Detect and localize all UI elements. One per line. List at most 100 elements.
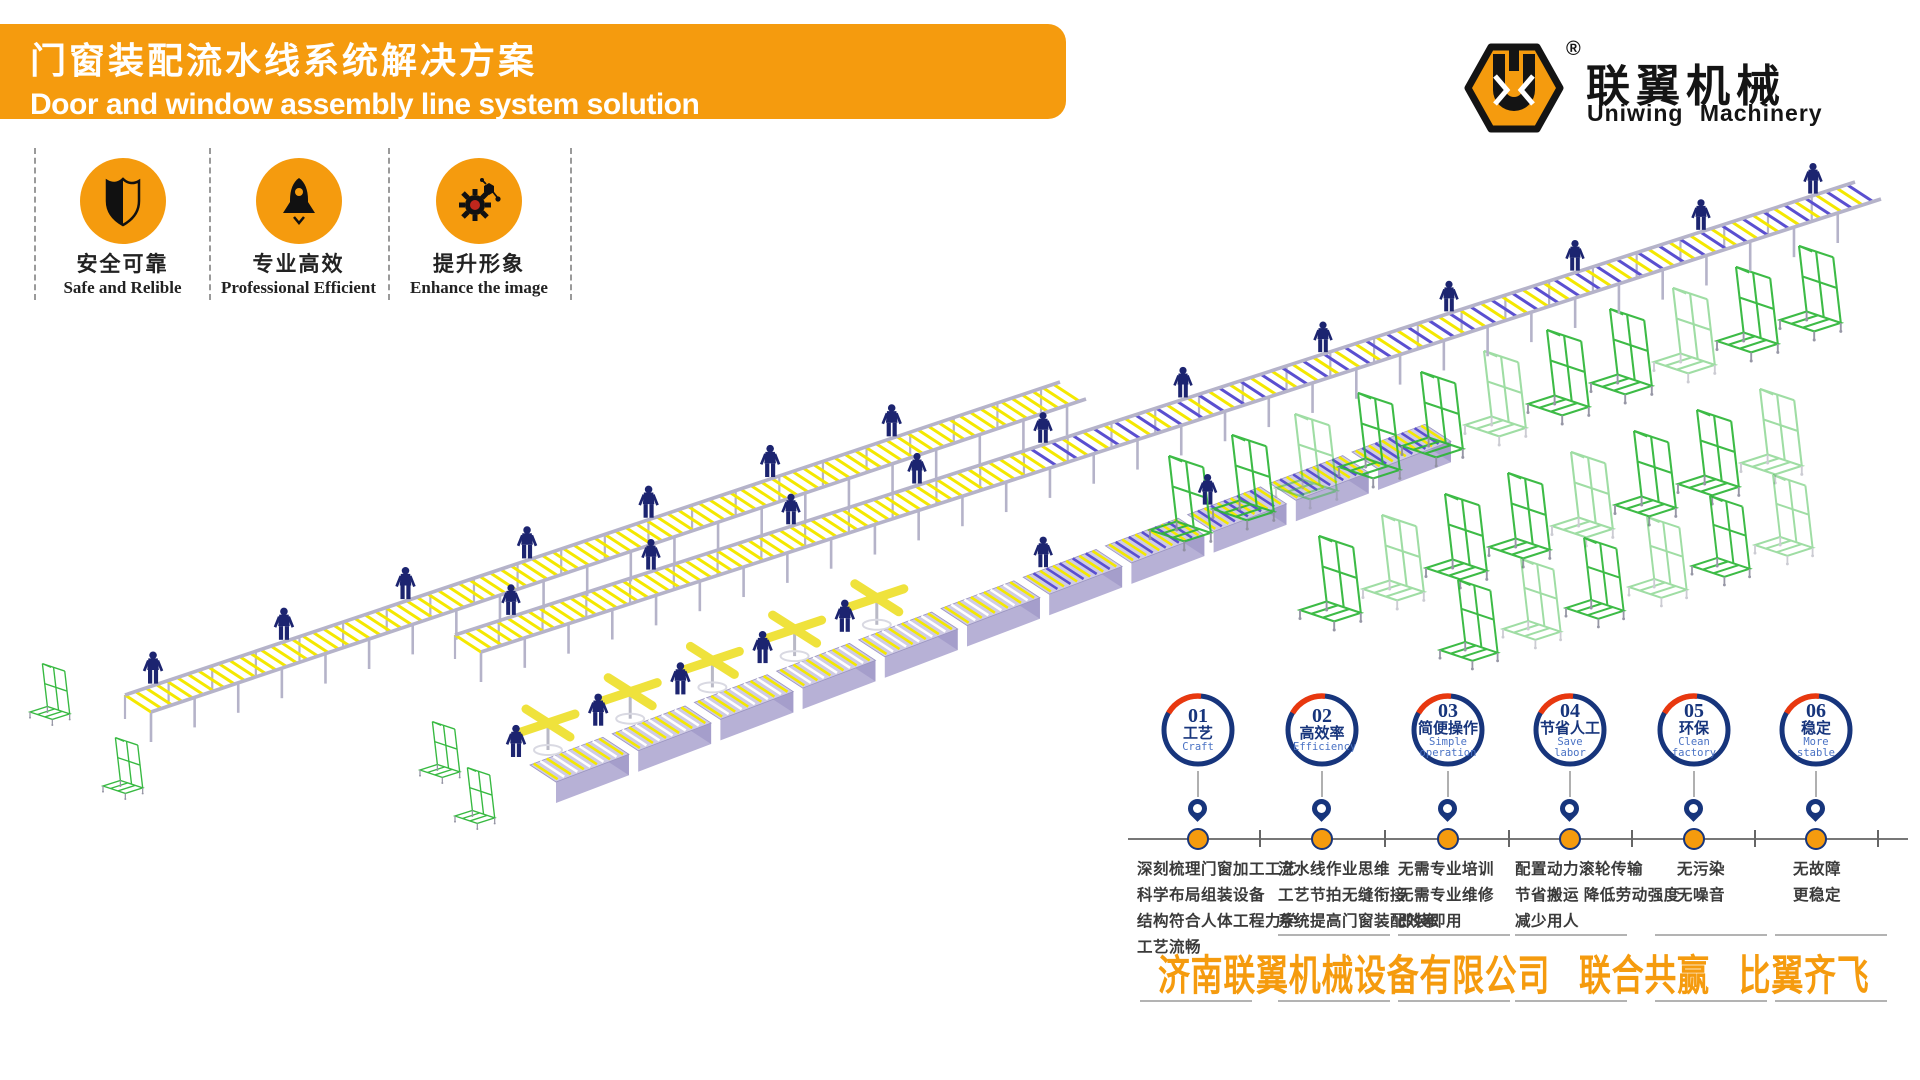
conveyor-upper-right	[453, 180, 1882, 682]
brand-name-en: Uniwing Machinery	[1587, 100, 1823, 126]
divider	[1515, 934, 1627, 936]
feature-number: 01	[1188, 705, 1208, 727]
feature-label-zh: 简便操作	[1417, 719, 1478, 737]
divider	[209, 148, 211, 300]
timeline-dot	[1437, 828, 1459, 850]
divider	[1655, 934, 1767, 936]
page-title-en: Door and window assembly line system sol…	[30, 88, 700, 121]
page-title-zh: 门窗装配流水线系统解决方案	[30, 40, 538, 81]
shield-icon	[105, 177, 140, 227]
badge-professional: 专业高效 Professional Efficient	[211, 150, 386, 298]
company-name: 济南联翼机械设备有限公司	[1158, 952, 1551, 999]
feature-label-en: More stable	[1797, 735, 1835, 759]
location-pin-icon	[1680, 795, 1707, 822]
timeline-axis	[1128, 838, 1908, 840]
timeline-dot	[1559, 828, 1581, 850]
feature-label-zh: 稳定	[1800, 719, 1831, 737]
feature-station-04: 04 节省人工 Save labor	[1530, 690, 1610, 860]
feature-ring	[1779, 693, 1853, 767]
feature-number: 05	[1684, 699, 1704, 722]
connector-line	[1815, 771, 1817, 797]
timeline-tick	[1754, 830, 1756, 847]
timeline-tick	[1508, 830, 1510, 847]
timeline-tick	[1631, 830, 1633, 847]
divider	[388, 148, 390, 300]
divider	[1655, 1000, 1767, 1002]
brand-logo: ® 联翼机械 Uniwing Machinery	[1462, 36, 1902, 146]
feature-ring	[1285, 693, 1359, 767]
timeline-tick	[1259, 830, 1261, 847]
feature-number: 06	[1806, 699, 1826, 722]
badge-label-zh: 提升形象	[433, 252, 525, 276]
timeline-dot	[1805, 828, 1827, 850]
divider	[1398, 934, 1510, 936]
timeline-tick	[1877, 830, 1879, 847]
connector-line	[1197, 771, 1199, 797]
badge-label-zh: 专业高效	[252, 252, 345, 276]
feature-station-02: 02 高效率 Efficiency	[1282, 690, 1362, 860]
badge-safe: 安全可靠 Safe and Relible	[36, 150, 209, 298]
feature-label-en: Craft	[1182, 741, 1214, 753]
divider	[1140, 1000, 1252, 1002]
feature-label-zh: 环保	[1678, 719, 1709, 737]
badge-label-en: Safe and Relible	[63, 278, 182, 297]
location-pin-icon	[1556, 795, 1583, 822]
divider	[1775, 1000, 1887, 1002]
feature-station-01: 01 工艺 Craft	[1158, 690, 1238, 860]
feature-label-zh: 工艺	[1182, 725, 1213, 742]
feature-label-zh: 高效率	[1299, 725, 1345, 742]
feature-station-06: 06 稳定 More stable	[1776, 690, 1856, 860]
feature-desc-04: 配置动力滚轮传输 节省搬运 降低劳动强度 减少用人	[1515, 861, 1680, 930]
feature-station-05: 05 环保 Clean factory	[1654, 690, 1734, 860]
title-banner: 门窗装配流水线系统解决方案 Door and window assembly l…	[0, 24, 1066, 121]
connector-line	[1321, 771, 1323, 797]
molecule-gear-icon	[459, 178, 501, 221]
divider	[1278, 934, 1390, 936]
timeline-dot	[1311, 828, 1333, 850]
divider	[570, 148, 572, 300]
feature-label-en: Clean factory	[1671, 735, 1717, 759]
hexagon-u-logo-icon	[1464, 43, 1564, 133]
badge-image: 提升形象 Enhance the image	[390, 150, 568, 298]
divider	[34, 148, 36, 300]
footer-slogans: 济南联翼机械设备有限公司 联合共赢 比翼齐飞	[1158, 942, 1869, 1003]
feature-label-en: Save labor	[1554, 735, 1586, 759]
timeline-dot	[1187, 828, 1209, 850]
feature-label-en: Efficiency	[1293, 741, 1357, 753]
feature-desc-03: 无需专业培训 无需专业维修 即装即用	[1398, 861, 1495, 930]
connector-line	[1693, 771, 1695, 797]
divider	[1515, 1000, 1627, 1002]
badge-label-en: Enhance the image	[410, 278, 548, 297]
feature-desc-05: 无污染 无噪音	[1677, 861, 1726, 904]
slogan-2: 比翼齐飞	[1738, 952, 1870, 999]
location-pin-icon	[1308, 795, 1335, 822]
feature-desc-01: 深刻梳理门窗加工工艺 科学布局组装设备 结构符合人体工程力学 工艺流畅	[1137, 861, 1298, 956]
divider	[1398, 1000, 1510, 1002]
feature-ring	[1161, 693, 1235, 767]
timeline-dot	[1683, 828, 1705, 850]
divider	[1278, 1000, 1390, 1002]
feature-desc-02: 流水线作业思维 工艺节拍无缝衔接 系统提高门窗装配效率	[1278, 861, 1439, 930]
feature-label-zh: 节省人工	[1539, 719, 1600, 737]
connector-line	[1447, 771, 1449, 797]
feature-station-03: 03 简便操作 Simple operation	[1408, 690, 1488, 860]
location-pin-icon	[1184, 795, 1211, 822]
feature-ring	[1533, 693, 1607, 767]
feature-number: 02	[1312, 705, 1332, 727]
bench-line	[516, 423, 1452, 803]
badge-label-zh: 安全可靠	[76, 252, 169, 276]
feature-ring	[1411, 693, 1485, 767]
conveyor-upper-left	[123, 380, 1087, 742]
feature-number: 03	[1438, 699, 1458, 722]
divider	[1775, 934, 1887, 936]
feature-ring	[1657, 693, 1731, 767]
registered-mark: ®	[1566, 38, 1581, 60]
rocket-icon	[282, 178, 315, 225]
feature-desc-06: 无故障 更稳定	[1793, 861, 1842, 904]
feature-label-en: Simple operation	[1419, 735, 1477, 759]
timeline-tick	[1384, 830, 1386, 847]
brand-name-zh: 联翼机械	[1586, 62, 1786, 111]
slogan-1: 联合共赢	[1579, 952, 1710, 999]
